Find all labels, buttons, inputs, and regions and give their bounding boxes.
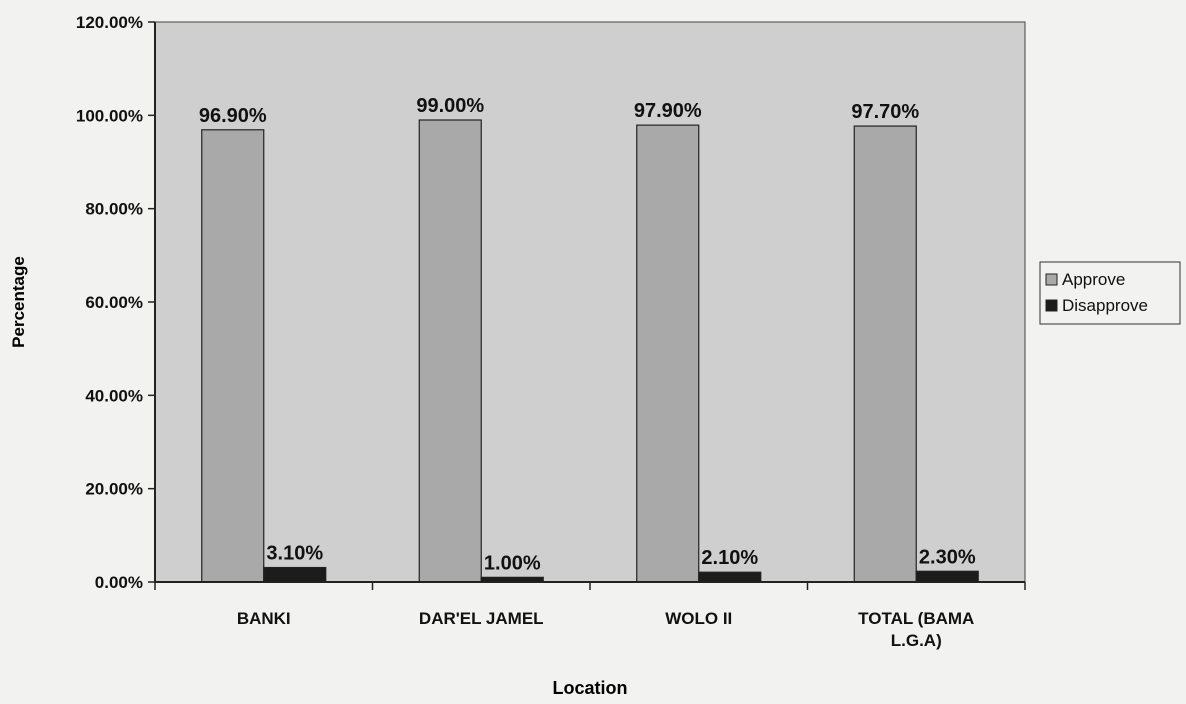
bar-disapprove-2 xyxy=(698,571,762,583)
bar-disapprove-0 xyxy=(263,566,327,583)
bar-disapprove-3 xyxy=(915,570,979,583)
data-label-disapprove-1: 1.00% xyxy=(484,552,541,574)
data-label-disapprove-0: 3.10% xyxy=(266,543,323,565)
data-label-approve-0: 96.90% xyxy=(199,105,267,127)
data-label-disapprove-2: 2.10% xyxy=(701,547,758,569)
bar-approve-1 xyxy=(418,119,482,583)
legend-swatch-disapprove xyxy=(1045,299,1058,312)
bar-approve-0 xyxy=(201,129,265,583)
y-tick-label-1: 20.00% xyxy=(85,480,143,499)
legend-label-approve: Approve xyxy=(1062,270,1125,289)
data-label-approve-3: 97.70% xyxy=(851,101,919,123)
y-tick-label-6: 120.00% xyxy=(76,13,143,32)
x-axis-title: Location xyxy=(553,678,628,698)
bar-approve-2 xyxy=(636,124,700,583)
x-tick-label-1: DAR'EL JAMEL xyxy=(419,609,544,628)
bar-approve-3 xyxy=(853,125,917,583)
legend-box xyxy=(1039,261,1181,325)
y-tick-label-4: 80.00% xyxy=(85,200,143,219)
data-label-approve-2: 97.90% xyxy=(634,100,702,122)
x-tick-label-0: BANKI xyxy=(237,609,291,628)
y-tick-label-5: 100.00% xyxy=(76,106,143,125)
y-tick-label-2: 40.00% xyxy=(85,386,143,405)
x-tick-label-3: TOTAL (BAMA L.G.A) xyxy=(858,609,974,650)
data-label-approve-1: 99.00% xyxy=(416,95,484,117)
y-axis-title: Percentage xyxy=(9,256,28,348)
y-tick-label-3: 60.00% xyxy=(85,293,143,312)
legend: Approve Disapprove xyxy=(1039,261,1181,325)
data-label-disapprove-3: 2.30% xyxy=(919,546,976,568)
legend-label-disapprove: Disapprove xyxy=(1062,296,1148,315)
y-tick-label-0: 0.00% xyxy=(95,573,143,592)
legend-swatch-approve xyxy=(1045,273,1058,286)
x-tick-label-2: WOLO II xyxy=(665,609,732,628)
